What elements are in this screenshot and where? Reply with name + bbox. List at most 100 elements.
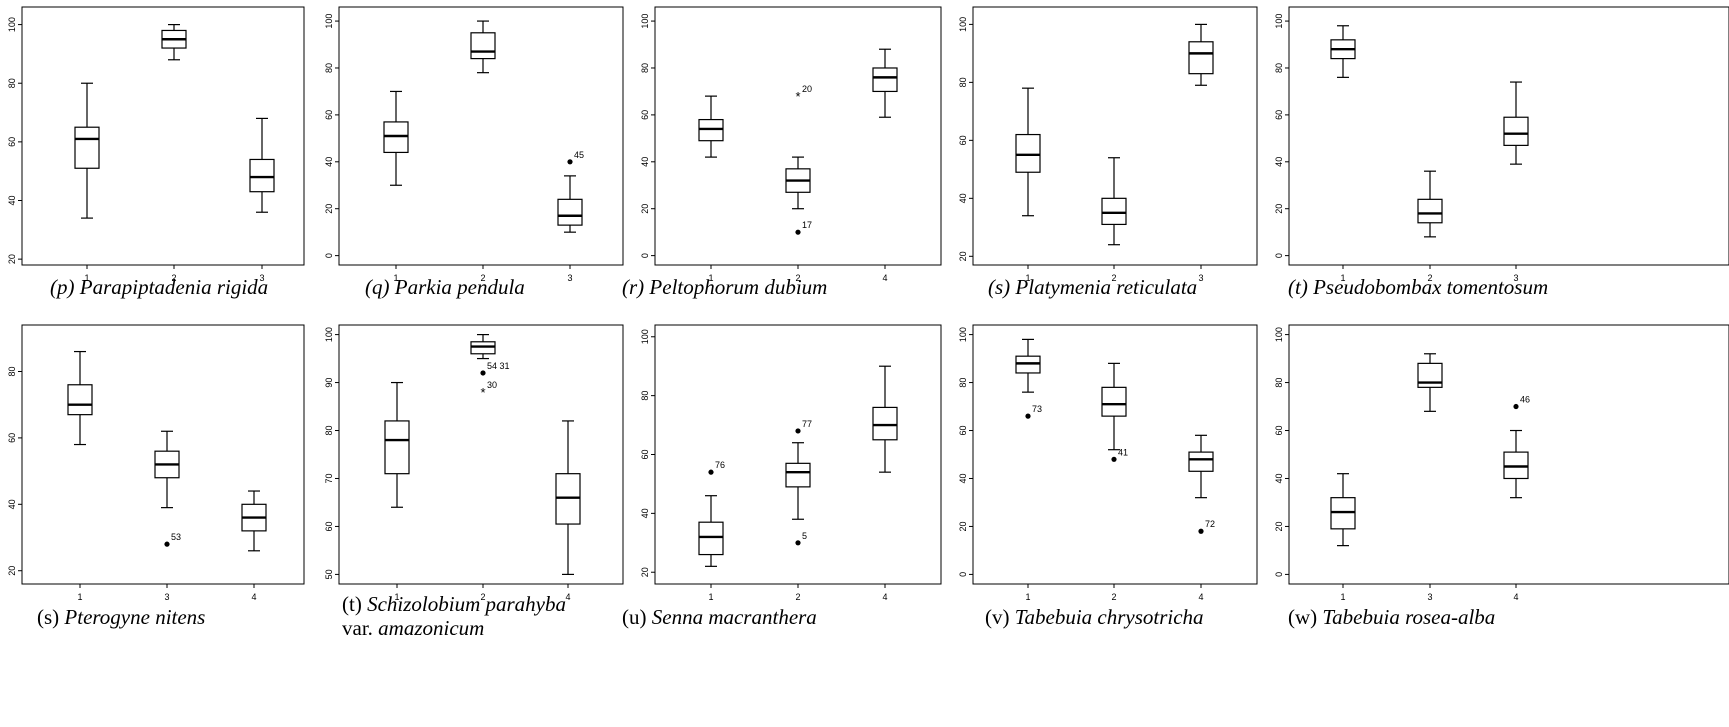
- x-tick-label: 4: [565, 592, 570, 602]
- x-tick-label: 2: [1427, 273, 1432, 283]
- x-tick-label: 3: [1198, 273, 1203, 283]
- boxplot-panel-6: 20 40 60 80 1 3 4 53: [7, 324, 305, 602]
- box-2: [1417, 170, 1443, 238]
- panel-caption-9: (v) Tabebuia chrysotricha: [985, 605, 1204, 629]
- boxplot-panel-2: 0 20 40 60 80 100 1 2 3 45: [324, 6, 624, 283]
- caption-letter: (v): [985, 605, 1010, 629]
- y-tick-label: 20: [958, 521, 968, 531]
- y-tick-label: 100: [7, 17, 17, 32]
- plot-frame: [21, 6, 305, 266]
- box-iqr: [384, 420, 410, 475]
- box-1: [698, 95, 724, 158]
- plot-frame: [338, 6, 624, 266]
- box-iqr: [557, 198, 583, 226]
- outlier-point: [795, 540, 801, 546]
- y-tick-label: 20: [324, 204, 334, 214]
- box-3: [249, 117, 275, 213]
- caption-species: Senna macranthera: [651, 605, 817, 629]
- y-tick-label: 40: [7, 195, 17, 205]
- caption-species: Parapiptadenia rigida: [79, 275, 269, 299]
- panel-caption-7: (t) Schizolobium parahyba var. amazonicum: [342, 592, 566, 640]
- outlier-label: 46: [1520, 395, 1530, 405]
- y-tick-label: 0: [958, 572, 968, 577]
- outlier-label: 41: [1118, 447, 1128, 457]
- y-tick-label: 40: [640, 157, 650, 167]
- x-tick-label: 1: [1025, 592, 1030, 602]
- panel-caption-2: (q) Parkia pendula: [365, 275, 525, 299]
- y-tick-label: 60: [7, 137, 17, 147]
- y-tick-label: 60: [7, 433, 17, 443]
- caption-species: Pterogyne nitens: [64, 605, 206, 629]
- x-tick-label: 2: [171, 273, 176, 283]
- y-tick-label: 100: [324, 327, 334, 342]
- y-tick-label: 0: [1274, 572, 1284, 577]
- outlier-point: [567, 159, 573, 165]
- box-1: [698, 495, 724, 567]
- x-tick-label: 4: [1198, 592, 1203, 602]
- outlier-point: [164, 541, 170, 547]
- box-iqr: [1417, 198, 1443, 224]
- x-tick-label: 2: [795, 592, 800, 602]
- outlier-point: [708, 469, 714, 475]
- y-tick-label: 20: [958, 251, 968, 261]
- boxplot-panel-4: 20 40 60 80 100 1 2 3: [958, 6, 1258, 283]
- x-tick-label: 1: [77, 592, 82, 602]
- plot-frame: [21, 324, 305, 585]
- caption-species: Tabebuia chrysotricha: [1014, 605, 1204, 629]
- box-3: [872, 48, 898, 118]
- caption-species: Peltophorum dubium: [649, 275, 828, 299]
- caption-letter: (t): [342, 592, 362, 616]
- y-tick-label: 20: [7, 254, 17, 264]
- outlier-label: 72: [1205, 519, 1215, 529]
- y-tick-label: 80: [324, 426, 334, 436]
- y-tick-label: 40: [1274, 157, 1284, 167]
- panel-caption-10: (w) Tabebuia rosea-alba: [1288, 605, 1495, 629]
- outlier-label: 30: [487, 380, 497, 390]
- x-tick-label: 1: [1340, 273, 1345, 283]
- y-tick-label: 100: [640, 14, 650, 29]
- box-1: [1015, 338, 1041, 393]
- x-tick-label: 1: [1340, 592, 1345, 602]
- box-iqr: [74, 126, 100, 169]
- y-tick-label: 100: [958, 327, 968, 342]
- box-1: [384, 381, 410, 508]
- box-iqr: [698, 521, 724, 556]
- caption-letter: (w): [1288, 605, 1318, 629]
- panel-caption-6: (s) Pterogyne nitens: [37, 605, 205, 629]
- y-tick-label: 80: [7, 366, 17, 376]
- caption-species: Parkia pendula: [394, 275, 525, 299]
- caption-letter: (t): [1288, 275, 1308, 299]
- x-tick-label: 2: [1111, 592, 1116, 602]
- y-tick-label: 20: [1274, 204, 1284, 214]
- y-tick-label: 20: [7, 566, 17, 576]
- boxplot-panel-1: 20 40 60 80 100 1 2 3: [7, 6, 305, 283]
- x-tick-label: 1: [84, 273, 89, 283]
- x-tick-label: 3: [259, 273, 264, 283]
- box-1: [1330, 25, 1356, 78]
- y-tick-label: 20: [640, 567, 650, 577]
- y-tick-label: 80: [1274, 378, 1284, 388]
- caption-letter: (s): [988, 275, 1011, 299]
- x-tick-label: 2: [795, 273, 800, 283]
- y-tick-label: 60: [640, 449, 650, 459]
- panel-caption-5: (t) Pseudobombax tomentosum: [1288, 275, 1548, 299]
- panel-caption-8: (u) Senna macranthera: [622, 605, 817, 629]
- outlier-point: [795, 428, 801, 434]
- box-2: [785, 156, 811, 210]
- y-tick-label: 80: [640, 391, 650, 401]
- plot-frame: [654, 6, 942, 266]
- caption-letter: (u): [622, 605, 647, 629]
- box-2: [470, 333, 496, 360]
- outlier-label: 76: [715, 460, 725, 470]
- outlier-point: [1025, 413, 1031, 419]
- box-2: [1101, 157, 1127, 246]
- caption-species: Schizolobium parahyba: [367, 592, 566, 616]
- y-tick-label: 80: [7, 78, 17, 88]
- x-tick-label: 3: [1427, 592, 1432, 602]
- box-3: [241, 490, 267, 552]
- y-tick-label: 0: [324, 253, 334, 258]
- x-tick-label: 1: [1025, 273, 1030, 283]
- outlier-label: 77: [802, 419, 812, 429]
- outlier-label: 45: [574, 150, 584, 160]
- caption-letter: (p): [50, 275, 75, 299]
